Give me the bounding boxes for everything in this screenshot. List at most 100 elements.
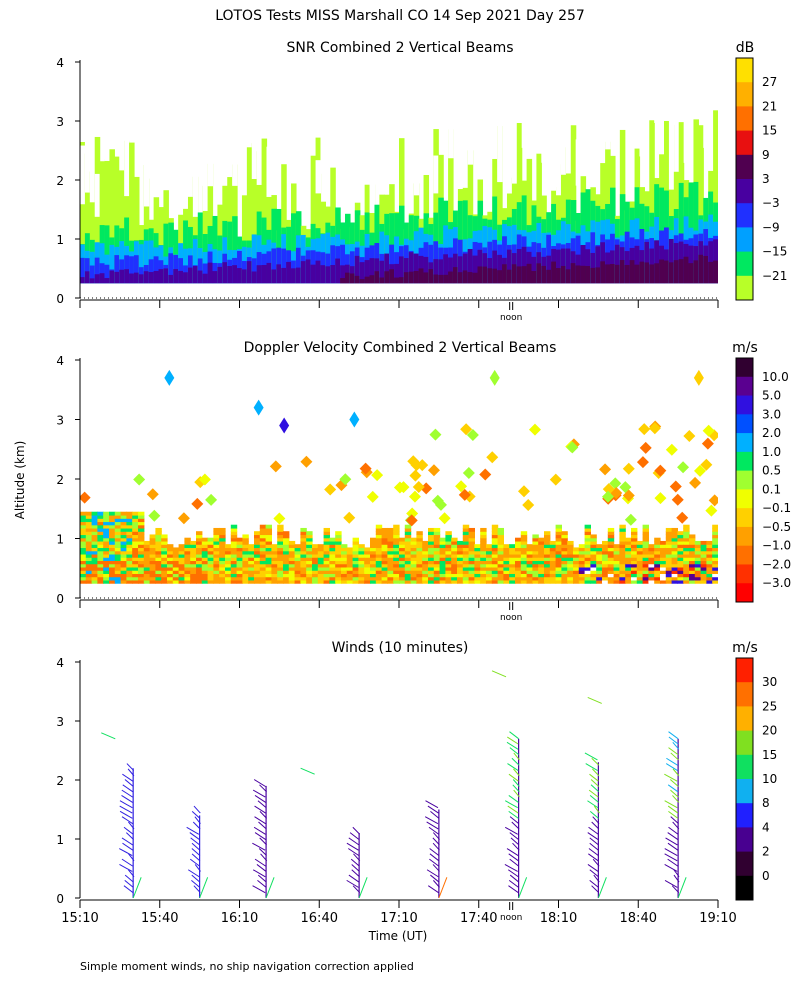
- doppler-cell: [462, 547, 470, 552]
- snr-cell: [237, 250, 243, 284]
- colorbar-label: 25: [762, 699, 777, 713]
- doppler-cell: [712, 527, 718, 532]
- doppler-cell: [567, 579, 574, 584]
- doppler-patch: [80, 491, 91, 504]
- doppler-cell: [573, 547, 580, 552]
- snr-cell: [664, 260, 670, 284]
- doppler-cell: [439, 566, 446, 571]
- doppler-cell: [671, 560, 678, 565]
- snr-cell: [369, 275, 376, 284]
- doppler-cell: [399, 563, 406, 568]
- doppler-cell: [393, 524, 400, 529]
- wind-barb: [189, 858, 200, 867]
- snr-cell: [330, 245, 336, 284]
- doppler-cell: [346, 560, 354, 565]
- doppler-cell: [329, 553, 336, 558]
- doppler-cell: [248, 570, 255, 574]
- doppler-cell: [648, 570, 655, 574]
- doppler-cell: [486, 560, 493, 565]
- doppler-cell: [665, 547, 673, 552]
- doppler-cell: [230, 570, 238, 574]
- doppler-cell: [254, 547, 261, 552]
- doppler-cell: [242, 540, 249, 545]
- doppler-cell: [323, 566, 330, 571]
- snr-cell: [448, 257, 454, 284]
- doppler-cell: [468, 579, 475, 584]
- doppler-cell: [230, 534, 238, 539]
- doppler-cell: [138, 544, 145, 549]
- doppler-cell: [196, 537, 203, 542]
- doppler-cell: [445, 566, 452, 571]
- doppler-cell: [254, 534, 261, 539]
- doppler-cell: [509, 570, 516, 574]
- doppler-cell: [341, 544, 348, 549]
- doppler-cell: [497, 573, 504, 578]
- doppler-cell: [329, 563, 336, 568]
- doppler-cell: [242, 573, 249, 578]
- doppler-cell: [503, 573, 510, 578]
- doppler-cell: [91, 570, 98, 574]
- doppler-cell: [590, 566, 597, 571]
- doppler-cell: [584, 563, 591, 568]
- wind-barb: [672, 768, 680, 777]
- wind-barb: [259, 837, 267, 846]
- doppler-cell: [91, 566, 98, 571]
- doppler-cell: [283, 534, 290, 539]
- snr-cell: [310, 155, 317, 284]
- doppler-cell: [561, 579, 568, 584]
- doppler-cell: [138, 553, 145, 558]
- doppler-cell: [294, 566, 301, 571]
- doppler-cell: [555, 527, 562, 532]
- wind-barb: [665, 763, 678, 771]
- doppler-cell: [538, 547, 545, 552]
- doppler-cell: [387, 557, 394, 562]
- doppler-cell: [393, 579, 400, 584]
- doppler-cell: [555, 573, 562, 578]
- y-tick-label: 2: [56, 473, 64, 487]
- doppler-cell: [549, 553, 557, 558]
- snr-gap: [703, 121, 709, 148]
- doppler-cell: [578, 579, 586, 584]
- doppler-cell: [393, 576, 400, 581]
- snr-cell: [575, 265, 582, 284]
- doppler-cell: [677, 560, 684, 565]
- doppler-cell: [520, 544, 528, 549]
- wind-barb: [585, 763, 598, 771]
- doppler-cell: [323, 540, 330, 545]
- doppler-cell: [375, 566, 383, 571]
- doppler-cell: [474, 544, 481, 549]
- snr-cell: [546, 269, 552, 284]
- snr-cell: [340, 244, 346, 284]
- doppler-cell: [213, 540, 220, 545]
- snr-cell: [585, 266, 591, 284]
- doppler-cell: [457, 550, 464, 555]
- doppler-cell: [596, 563, 603, 568]
- doppler-cell: [451, 550, 458, 555]
- doppler-patch: [429, 428, 442, 441]
- doppler-cell: [491, 566, 499, 571]
- doppler-cell: [306, 550, 313, 555]
- doppler-cell: [393, 537, 400, 542]
- doppler-cell: [201, 560, 209, 565]
- wind-barb: [673, 869, 680, 878]
- doppler-cell: [201, 570, 209, 574]
- doppler-cell: [242, 537, 249, 542]
- doppler-cell: [341, 566, 348, 571]
- doppler-cell: [306, 570, 313, 574]
- doppler-cell: [149, 557, 156, 562]
- doppler-cell: [271, 570, 278, 574]
- doppler-cell: [114, 573, 122, 578]
- doppler-cell: [642, 576, 649, 581]
- wind-barb: [668, 747, 679, 756]
- doppler-cell: [468, 570, 475, 574]
- doppler-cell: [167, 560, 174, 565]
- doppler-cell: [375, 557, 383, 562]
- doppler-cell: [474, 547, 481, 552]
- snr-cell: [84, 271, 91, 284]
- doppler-patch: [489, 369, 500, 386]
- doppler-cell: [607, 557, 615, 562]
- snr-cell: [281, 248, 287, 284]
- wind-barb: [265, 877, 275, 899]
- doppler-cell: [410, 553, 417, 558]
- doppler-cell: [300, 537, 307, 542]
